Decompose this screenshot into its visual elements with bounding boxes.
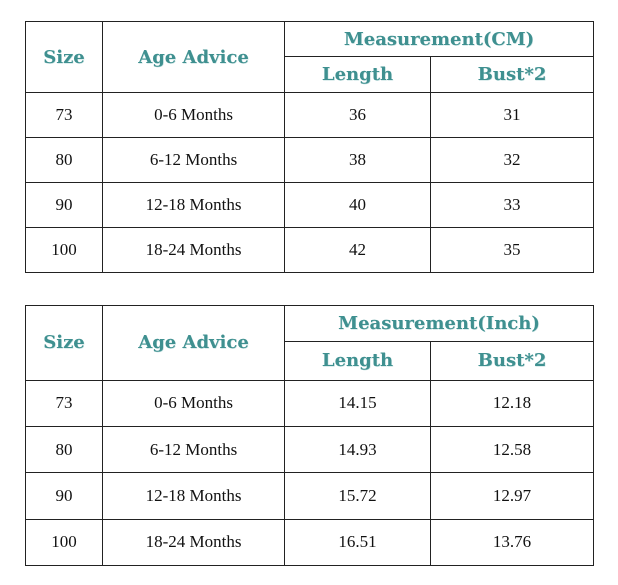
age-cell: 0-6 Months [102,92,285,138]
length-cell: 14.15 [284,379,431,427]
size-cell: 80 [25,137,103,183]
age-cell: 6-12 Months [102,137,285,183]
header-measurement: Measurement(Inch) [284,304,594,343]
age-cell: 12-18 Months [102,472,285,520]
table-row: 80 6-12 Months 14.93 12.58 [25,425,594,474]
size-cell: 80 [25,425,103,474]
length-cell: 36 [284,92,431,138]
header-size: Size [25,21,103,93]
bust-cell: 32 [429,137,595,183]
length-cell: 15.72 [284,472,431,520]
age-cell: 12-18 Months [102,182,285,228]
header-age-advice: Age Advice [102,21,285,93]
size-cell: 90 [25,472,103,520]
table-row: 80 6-12 Months 38 32 [25,137,595,183]
bust-cell: 12.18 [430,379,594,427]
age-cell: 6-12 Months [102,425,285,474]
length-cell: 16.51 [284,518,431,567]
header-bust: Bust*2 [429,56,595,93]
table-row: 73 0-6 Months 14.15 12.18 [25,379,594,427]
table-row: 90 12-18 Months 15.72 12.97 [25,472,594,520]
length-cell: 38 [284,137,431,183]
size-cell: 73 [25,379,103,427]
size-table-cm: Size Age Advice Measurement(CM) Length B… [25,21,595,273]
bust-cell: 33 [429,182,595,228]
bust-cell: 13.76 [430,518,594,567]
header-measurement: Measurement(CM) [283,21,595,57]
table-row: 73 0-6 Months 36 31 [25,92,595,138]
size-table-inch: Size Age Advice Measurement(Inch) Length… [25,304,594,567]
header-length: Length [284,341,431,381]
bust-cell: 35 [429,227,595,273]
table-row: 100 18-24 Months 16.51 13.76 [25,518,594,567]
table-row: 90 12-18 Months 40 33 [25,182,595,228]
age-cell: 0-6 Months [102,379,285,427]
bust-cell: 31 [429,92,595,138]
length-cell: 42 [284,227,431,273]
size-cell: 100 [25,518,103,567]
length-cell: 40 [284,182,431,228]
table-row: 100 18-24 Months 42 35 [25,227,595,273]
bust-cell: 12.97 [430,472,594,520]
age-cell: 18-24 Months [102,518,285,567]
header-length: Length [284,56,431,93]
header-bust: Bust*2 [430,341,594,381]
size-cell: 90 [25,182,103,228]
header-age-advice: Age Advice [102,305,285,381]
header-size: Size [25,305,103,381]
size-cell: 100 [25,227,103,273]
length-cell: 14.93 [284,425,431,474]
age-cell: 18-24 Months [102,227,285,273]
size-cell: 73 [25,92,103,138]
bust-cell: 12.58 [430,425,594,474]
